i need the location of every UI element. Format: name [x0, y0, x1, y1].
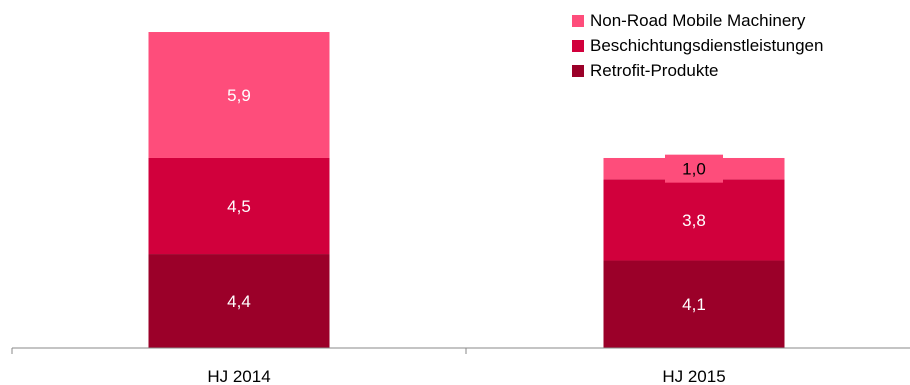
data-label: 4,5: [227, 197, 251, 216]
legend-item-non-road-mobile-machinery: Non-Road Mobile Machinery: [572, 8, 823, 33]
legend-label: Retrofit-Produkte: [590, 60, 719, 80]
legend-item-retrofit-produkte: Retrofit-Produkte: [572, 58, 823, 83]
legend-swatch: [572, 14, 584, 27]
x-axis: HJ 2014 HJ 2015: [11, 347, 910, 385]
legend-label: Beschichtungsdienstleistungen: [590, 35, 824, 55]
bars-layer: 4,4 4,5 5,9 4,1 3,8 1,0: [148, 32, 785, 348]
x-tick-label: HJ 2015: [662, 367, 725, 385]
x-tick-label: HJ 2014: [207, 367, 270, 385]
data-label: 4,4: [227, 292, 251, 311]
data-label: 4,1: [682, 295, 706, 314]
data-label: 3,8: [682, 211, 706, 230]
legend-swatch: [572, 64, 584, 77]
legend: Non-Road Mobile Machinery Beschichtungsd…: [572, 8, 823, 83]
data-label: 5,9: [227, 86, 251, 105]
bar-segment: [148, 32, 330, 158]
legend-item-beschichtungsdienstleistungen: Beschichtungsdienstleistungen: [572, 33, 823, 58]
bar-segment: [603, 179, 785, 261]
bar-segment: [148, 254, 330, 348]
data-label: 1,0: [682, 160, 706, 179]
bar-segment: [148, 157, 330, 255]
data-label-box: [665, 154, 723, 183]
bar-segment: [603, 260, 785, 348]
legend-label: Non-Road Mobile Machinery: [590, 10, 806, 30]
legend-swatch: [572, 39, 584, 52]
